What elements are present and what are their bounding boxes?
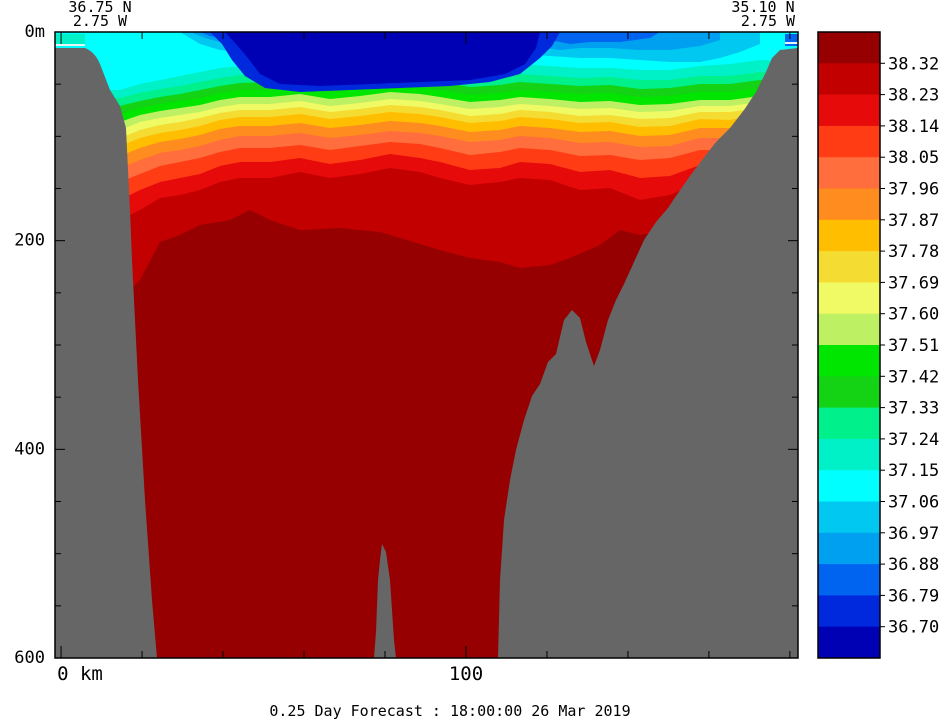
forecast-footer: 0.25 Day Forecast : 18:00:00 26 Mar 2019 bbox=[269, 702, 630, 720]
colorbar-label: 37.60 bbox=[888, 305, 939, 325]
colorbar-swatch bbox=[818, 313, 880, 346]
right-lat-label: 35.10 N bbox=[731, 0, 794, 16]
seafloor-terrain bbox=[55, 48, 798, 658]
colorbar-swatch bbox=[818, 251, 880, 283]
left-slope bbox=[55, 48, 157, 658]
y-tick-label: 0m bbox=[25, 22, 45, 42]
right-lon-label: 2.75 W bbox=[741, 12, 796, 30]
colorbar-swatch bbox=[818, 376, 880, 409]
colorbar-label: 37.69 bbox=[888, 273, 939, 293]
colorbar-label: 38.05 bbox=[888, 148, 939, 168]
colorbar-label: 37.33 bbox=[888, 399, 939, 419]
colorbar-swatch bbox=[818, 564, 880, 596]
colorbar-swatch bbox=[818, 219, 880, 252]
colorbar-frame bbox=[817, 31, 881, 659]
y-tick-label: 600 bbox=[14, 648, 45, 668]
colorbar-swatch bbox=[818, 282, 880, 315]
colorbar-swatch bbox=[818, 32, 880, 64]
x-axis-ticks bbox=[60, 32, 791, 658]
colorbar-label: 37.51 bbox=[888, 336, 939, 356]
left-lon-label: 2.75 W bbox=[73, 12, 128, 30]
colorbar-label: 37.24 bbox=[888, 430, 939, 450]
colorbar bbox=[818, 32, 880, 659]
x-tick-label: 100 bbox=[449, 663, 483, 685]
seamount bbox=[374, 544, 396, 658]
x-tick-label: 0 km bbox=[57, 663, 103, 685]
colorbar-swatch bbox=[818, 94, 880, 127]
colorbar-label: 38.23 bbox=[888, 86, 939, 106]
colorbar-label: 37.15 bbox=[888, 461, 939, 481]
right-slope bbox=[498, 48, 798, 658]
colorbar-labels: 38.32 38.23 38.14 38.05 37.96 37.87 37.78 37.69… bbox=[880, 54, 939, 638]
colorbar-swatch bbox=[818, 63, 880, 96]
colorbar-label: 37.42 bbox=[888, 367, 939, 387]
colorbar-swatch bbox=[818, 125, 880, 158]
colorbar-label: 38.32 bbox=[888, 54, 939, 74]
colorbar-label: 36.88 bbox=[888, 555, 939, 575]
colorbar-label: 36.97 bbox=[888, 524, 939, 544]
colorbar-label: 38.14 bbox=[888, 117, 939, 137]
colorbar-swatch bbox=[818, 345, 880, 377]
y-axis-ticks bbox=[55, 31, 798, 659]
colorbar-swatch bbox=[818, 157, 880, 189]
y-tick-label: 200 bbox=[14, 231, 45, 251]
salinity-bands bbox=[55, 32, 798, 300]
colorbar-label: 37.06 bbox=[888, 493, 939, 513]
colorbar-swatch bbox=[818, 438, 880, 471]
colorbar-swatch bbox=[818, 626, 880, 659]
colorbar-swatch bbox=[818, 501, 880, 534]
colorbar-label: 37.78 bbox=[888, 242, 939, 262]
surface-strip-right-edge bbox=[785, 42, 798, 44]
colorbar-swatch bbox=[818, 470, 880, 502]
surface-strip-left-edge bbox=[55, 44, 85, 46]
colorbar-swatch bbox=[818, 407, 880, 440]
x-axis-labels: 0 km 100 bbox=[57, 663, 483, 685]
colorbar-swatch bbox=[818, 595, 880, 628]
colorbar-label: 36.70 bbox=[888, 618, 939, 638]
colorbar-swatch bbox=[818, 188, 880, 221]
y-axis-labels: 0m 200 400 600 bbox=[14, 22, 45, 668]
surface-strip-right bbox=[785, 34, 798, 46]
left-lat-label: 36.75 N bbox=[68, 0, 131, 16]
surface-strip-left bbox=[55, 34, 85, 46]
colorbar-label: 36.79 bbox=[888, 586, 939, 606]
colorbar-label: 37.96 bbox=[888, 180, 939, 200]
colorbar-label: 37.87 bbox=[888, 211, 939, 231]
colorbar-swatch bbox=[818, 532, 880, 565]
band-36-61 bbox=[225, 32, 540, 86]
y-tick-label: 400 bbox=[14, 439, 45, 459]
